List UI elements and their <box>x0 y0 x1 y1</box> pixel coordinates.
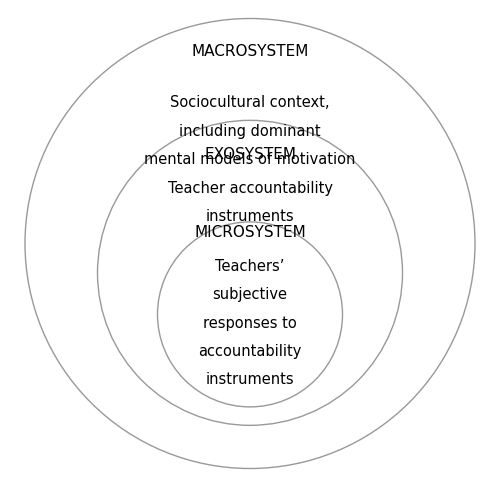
Text: mental models of motivation: mental models of motivation <box>144 152 356 166</box>
Text: accountability: accountability <box>198 344 302 358</box>
Text: Teachers’: Teachers’ <box>216 259 284 273</box>
Text: EXOSYSTEM: EXOSYSTEM <box>204 146 296 161</box>
Text: including dominant: including dominant <box>179 123 321 138</box>
Text: responses to: responses to <box>203 315 297 330</box>
Text: instruments: instruments <box>206 372 294 386</box>
Text: instruments: instruments <box>206 209 294 224</box>
Text: MACROSYSTEM: MACROSYSTEM <box>192 44 308 59</box>
Text: Sociocultural context,: Sociocultural context, <box>170 95 330 110</box>
Text: Teacher accountability: Teacher accountability <box>168 181 332 195</box>
Text: MICROSYSTEM: MICROSYSTEM <box>194 224 306 239</box>
Text: subjective: subjective <box>212 287 288 302</box>
